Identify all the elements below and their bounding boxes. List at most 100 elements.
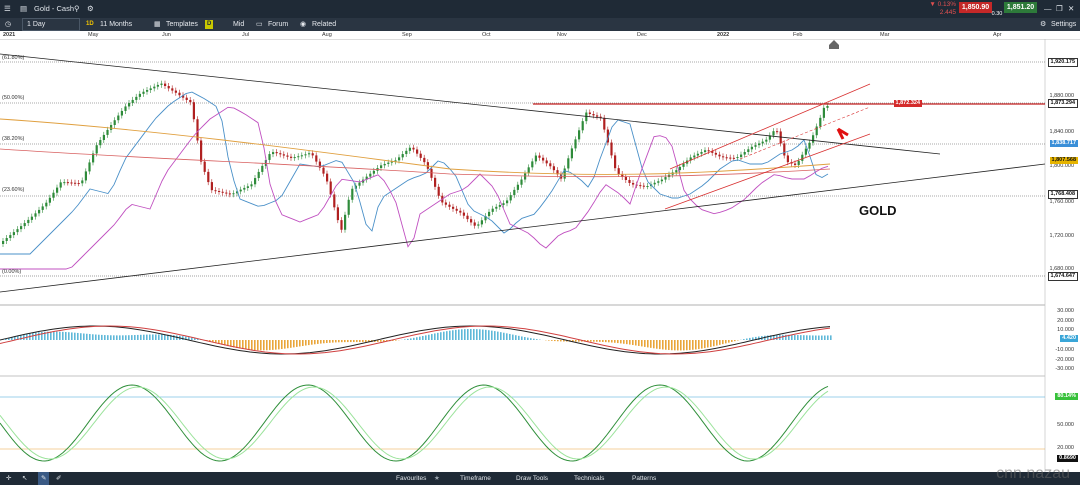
macd-histogram-bar (251, 340, 253, 350)
candle-body (131, 99, 134, 104)
mid-price-select[interactable]: Mid (233, 21, 245, 28)
macd-histogram-bar (554, 340, 556, 342)
candle-body (516, 184, 519, 190)
macd-histogram-bar (608, 340, 610, 343)
candle-body (714, 152, 717, 155)
candle-body (156, 84, 159, 87)
candle-body (416, 149, 419, 154)
candle-body (225, 192, 228, 194)
interval-select[interactable]: 1 Day (22, 18, 80, 31)
macd-histogram-bar (299, 340, 301, 347)
macd-histogram-bar (311, 340, 313, 345)
technicals-button[interactable]: Technicals (574, 475, 605, 482)
favourites-button[interactable]: Favourites (396, 475, 427, 482)
sell-price-button[interactable]: 1,850.90 (959, 2, 992, 13)
macd-histogram-bar (452, 330, 454, 340)
macd-histogram-bar (644, 340, 646, 347)
macd-histogram-bar (785, 334, 787, 340)
macd-histogram-bar (167, 334, 169, 340)
range-select[interactable]: 11 Months (100, 21, 133, 28)
macd-histogram-bar (290, 340, 292, 348)
title-bar: ☰ ▤ Gold - Cash ⚲ ⚙ ▼ 0.13% 2.445 1,850.… (0, 0, 1080, 18)
candle-body (207, 171, 210, 183)
candle-body (750, 146, 753, 150)
macd-histogram-bar (626, 340, 628, 345)
macd-histogram-bar (134, 335, 136, 340)
candle-body (20, 226, 23, 230)
related-button[interactable]: Related (312, 21, 337, 28)
macd-histogram-bar (752, 337, 754, 340)
macd-histogram-bar (377, 340, 379, 342)
macd-histogram-bar (38, 332, 40, 340)
macd-histogram-bar (824, 335, 826, 340)
crosshair-icon[interactable]: ✛ (6, 475, 12, 482)
timeframe-button[interactable]: Timeframe (460, 475, 491, 482)
pencil-icon[interactable]: ✎ (38, 472, 50, 485)
macd-histogram-bar (395, 340, 397, 341)
templates-button[interactable]: Templates (166, 21, 198, 28)
candle-body (531, 161, 534, 168)
macd-histogram-bar (716, 340, 718, 346)
macd-histogram-bar (560, 340, 562, 342)
minimize-icon[interactable]: — (1044, 4, 1052, 13)
macd-histogram-bar (653, 340, 655, 349)
candle-body (282, 154, 285, 156)
candle-body (480, 220, 483, 225)
candle-body (509, 195, 512, 201)
macd-histogram-bar (503, 332, 505, 340)
price-chart[interactable] (0, 39, 1080, 472)
candle-body (466, 215, 469, 220)
candle-body (646, 186, 649, 188)
macd-histogram-bar (794, 334, 796, 340)
candle-body (41, 206, 44, 210)
macd-histogram-bar (797, 335, 799, 340)
candle-body (470, 219, 473, 223)
macd-histogram-bar (827, 335, 829, 340)
candle-body (653, 182, 656, 185)
candle-body (534, 155, 537, 162)
macd-histogram-bar (254, 340, 256, 351)
cursor-icon[interactable]: ↖ (22, 475, 28, 482)
macd-histogram-bar (563, 340, 565, 342)
candle-body (660, 179, 663, 182)
patterns-button[interactable]: Patterns (632, 475, 657, 482)
candle-body (707, 150, 710, 152)
macd-histogram-bar (593, 340, 595, 342)
time-axis-label: Apr (993, 32, 1002, 38)
forum-button[interactable]: Forum (268, 21, 289, 28)
macd-histogram-bar (671, 340, 673, 351)
macd-histogram-bar (662, 340, 664, 350)
candle-body (426, 162, 429, 169)
macd-histogram-bar (98, 334, 100, 340)
macd-histogram-bar (164, 334, 166, 340)
macd-histogram-bar (698, 340, 700, 350)
close-icon[interactable]: ✕ (1068, 4, 1075, 13)
candle-body (754, 145, 757, 147)
settings-button[interactable]: Settings (1051, 21, 1077, 28)
candle-body (473, 222, 476, 226)
draw-tools-button[interactable]: Draw Tools (516, 475, 549, 482)
menu-icon[interactable]: ☰ (4, 4, 11, 13)
macd-histogram-bar (659, 340, 661, 350)
search-icon[interactable]: ⚲ (74, 4, 80, 13)
macd-histogram-bar (257, 340, 259, 351)
settings-gear-icon[interactable]: ⚙ (87, 4, 94, 13)
macd-histogram-bar (638, 340, 640, 346)
candle-body (624, 176, 627, 180)
time-axis-label: Jul (242, 32, 250, 38)
candle-body (484, 216, 487, 221)
buy-price-button[interactable]: 1,851.20 (1004, 2, 1037, 13)
brush-icon[interactable]: ✐ (56, 475, 62, 482)
macd-histogram-bar (17, 335, 19, 340)
candle-body (596, 115, 599, 117)
macd-histogram-bar (440, 332, 442, 340)
clock-icon[interactable]: ◷ (5, 21, 12, 28)
candle-body (228, 193, 231, 195)
candle-body (617, 168, 620, 174)
candle-body (632, 182, 635, 185)
restore-icon[interactable]: ❐ (1056, 4, 1063, 13)
star-icon[interactable]: ★ (434, 475, 440, 482)
candle-body (250, 184, 253, 187)
macd-histogram-bar (344, 340, 346, 343)
macd-histogram-bar (341, 340, 343, 343)
